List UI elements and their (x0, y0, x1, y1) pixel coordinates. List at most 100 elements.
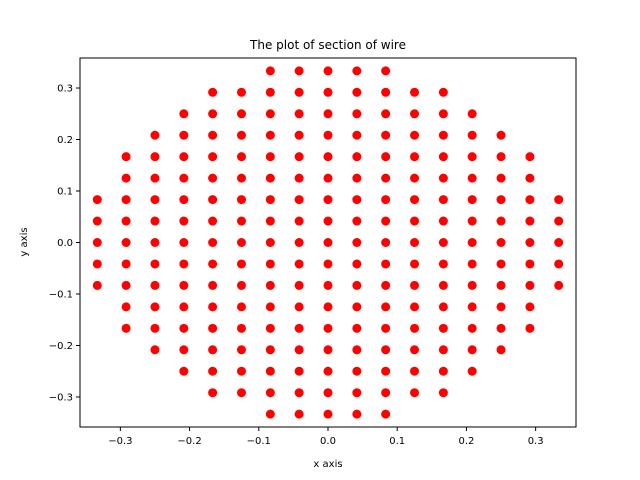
data-point (467, 130, 477, 140)
data-point (381, 173, 391, 183)
data-point (525, 323, 535, 333)
data-point (467, 302, 477, 312)
data-point (410, 152, 420, 162)
data-point (294, 409, 304, 419)
data-point (381, 259, 391, 269)
data-point (236, 323, 246, 333)
data-point (236, 109, 246, 119)
data-point (265, 66, 275, 76)
data-point (92, 238, 102, 247)
data-point (265, 152, 275, 162)
data-point (150, 345, 160, 355)
data-point (236, 238, 246, 247)
data-point (467, 238, 477, 247)
data-point (179, 216, 189, 226)
data-point (179, 366, 189, 376)
data-point (381, 216, 391, 226)
data-point (381, 152, 391, 162)
y-tick-label: −0.2 (49, 341, 73, 352)
data-point (208, 388, 218, 398)
data-point (208, 366, 218, 376)
data-point (208, 302, 218, 312)
y-tick-label: 0.2 (57, 135, 73, 146)
data-point (323, 409, 333, 419)
data-point (323, 238, 333, 247)
x-axis-label: x axis (313, 459, 342, 470)
data-point (467, 173, 477, 183)
data-point (150, 302, 160, 312)
data-point (236, 87, 246, 97)
data-point (294, 238, 304, 247)
y-tick-label: 0.3 (57, 84, 73, 95)
data-point (381, 66, 391, 76)
data-point (381, 238, 391, 247)
data-point (121, 152, 131, 162)
data-point (438, 87, 448, 97)
data-point (525, 152, 535, 162)
data-point (265, 345, 275, 355)
data-point (92, 195, 102, 205)
data-point (236, 302, 246, 312)
data-point (381, 280, 391, 290)
data-point (467, 366, 477, 376)
data-point (323, 259, 333, 269)
data-point (525, 173, 535, 183)
data-point (179, 130, 189, 140)
data-point (438, 259, 448, 269)
data-point (410, 238, 420, 247)
data-point (294, 323, 304, 333)
data-point (496, 130, 506, 140)
data-point (352, 259, 362, 269)
data-point (438, 323, 448, 333)
data-point (179, 280, 189, 290)
data-point (208, 195, 218, 205)
data-point (323, 195, 333, 205)
data-point (294, 173, 304, 183)
x-tick-label: 0.0 (320, 436, 336, 447)
data-point (352, 345, 362, 355)
data-point (410, 259, 420, 269)
data-point (381, 409, 391, 419)
data-point (467, 152, 477, 162)
data-point (121, 238, 131, 247)
data-point (265, 130, 275, 140)
data-point (323, 66, 333, 76)
data-point (381, 323, 391, 333)
data-point (438, 345, 448, 355)
data-point (554, 195, 564, 205)
data-point (150, 259, 160, 269)
data-point (265, 216, 275, 226)
data-point (323, 87, 333, 97)
data-point (525, 195, 535, 205)
data-point (352, 280, 362, 290)
data-point (525, 280, 535, 290)
data-point (294, 66, 304, 76)
data-point (352, 152, 362, 162)
data-point (381, 109, 391, 119)
data-point (438, 302, 448, 312)
data-point (294, 130, 304, 140)
data-point (410, 280, 420, 290)
data-point (121, 302, 131, 312)
data-point (467, 216, 477, 226)
data-point (352, 366, 362, 376)
data-point (352, 66, 362, 76)
data-point (496, 195, 506, 205)
data-point (179, 345, 189, 355)
data-point (554, 259, 564, 269)
data-point (410, 216, 420, 226)
data-point (92, 280, 102, 290)
data-point (150, 130, 160, 140)
data-point (179, 238, 189, 247)
data-point (381, 302, 391, 312)
data-point (410, 173, 420, 183)
x-tick-label: 0.1 (389, 436, 405, 447)
data-point (323, 280, 333, 290)
data-point (179, 173, 189, 183)
data-point (410, 323, 420, 333)
data-point (294, 388, 304, 398)
data-point (352, 109, 362, 119)
data-point (121, 216, 131, 226)
data-point (294, 302, 304, 312)
